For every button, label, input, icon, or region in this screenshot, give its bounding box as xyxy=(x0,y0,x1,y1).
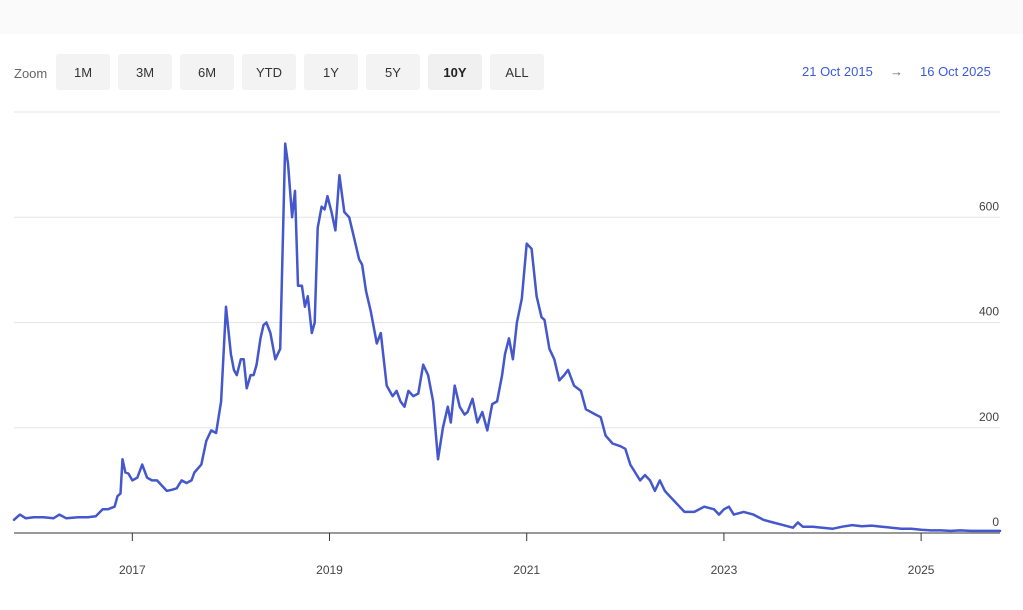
zoom-label: Zoom xyxy=(14,66,48,81)
zoom-1m-button[interactable]: 1M xyxy=(56,54,110,90)
date-to-link[interactable]: 16 Oct 2025 xyxy=(920,64,991,79)
y-tick-label: 600 xyxy=(979,199,999,213)
top-band xyxy=(0,0,1023,34)
x-tick-label: 2025 xyxy=(908,563,935,577)
axis-layer: 0 200 400 600 2017 2019 2021 2023 2025 xyxy=(14,199,1000,577)
series-layer xyxy=(12,142,1002,533)
zoom-10y-button[interactable]: 10Y xyxy=(428,54,482,90)
y-tick-label: 0 xyxy=(992,515,999,529)
x-tick-label: 2023 xyxy=(711,563,738,577)
x-tick-label: 2021 xyxy=(513,563,540,577)
grid-layer xyxy=(14,111,1000,429)
y-tick-label: 400 xyxy=(979,305,999,319)
zoom-1y-button[interactable]: 1Y xyxy=(304,54,358,90)
zoom-3m-button[interactable]: 3M xyxy=(118,54,172,90)
x-tick-label: 2017 xyxy=(119,563,146,577)
x-tick-label: 2019 xyxy=(316,563,343,577)
y-tick-label: 200 xyxy=(979,410,999,424)
zoom-ytd-button[interactable]: YTD xyxy=(242,54,296,90)
zoom-5y-button[interactable]: 5Y xyxy=(366,54,420,90)
zoom-all-button[interactable]: ALL xyxy=(490,54,544,90)
zoom-6m-button[interactable]: 6M xyxy=(180,54,234,90)
date-from-link[interactable]: 21 Oct 2015 xyxy=(802,64,873,79)
series-line-0 xyxy=(12,142,1002,533)
date-arrow-icon: → xyxy=(890,64,903,79)
